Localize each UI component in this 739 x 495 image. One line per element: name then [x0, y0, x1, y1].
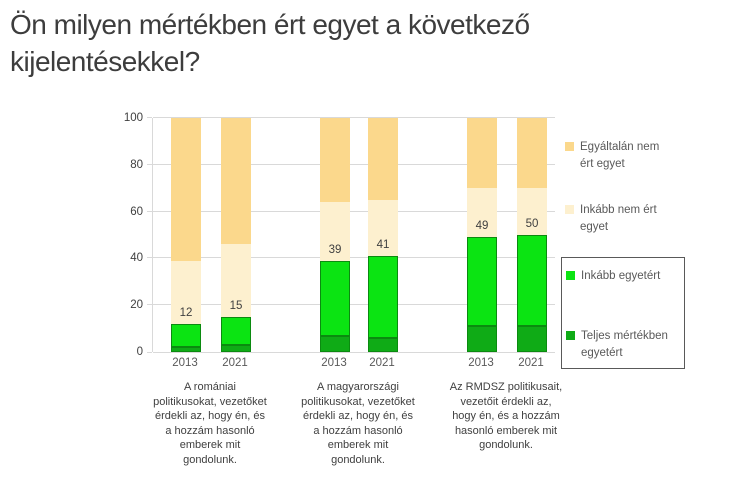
y-axis-tick [147, 163, 152, 165]
x-axis-year-label: 2013 [321, 357, 347, 369]
bar-segment [171, 323, 201, 348]
gridline-40 [153, 257, 555, 259]
legend-swatch-teljes-mertekben-icon [566, 331, 575, 340]
category-label-hungary: A magyarországi politikusokat, vezetőket… [301, 381, 415, 466]
y-axis-tick [147, 304, 152, 306]
x-axis-year-label: 2021 [222, 357, 248, 369]
bar-segment [221, 118, 251, 245]
bar-data-label: 41 [376, 239, 390, 252]
bar-data-label: 50 [525, 218, 539, 230]
x-axis-year-label: 2013 [468, 357, 494, 369]
bar-segment [467, 118, 497, 189]
legend-swatch-inkabb-egyetert-icon [566, 271, 575, 280]
legend-label: Egyáltalán nem ért egyet [580, 141, 660, 170]
bar-segment [517, 188, 547, 235]
bar-segment [368, 256, 398, 338]
bar-segment [221, 244, 251, 317]
gridline-60 [153, 210, 555, 212]
bar-segment [221, 344, 251, 352]
legend-label: Inkább egyetért [581, 270, 661, 282]
bar-segment [517, 326, 547, 352]
bar-segment [320, 202, 350, 261]
y-axis-label-60: 60 [130, 205, 143, 218]
legend-highlight-box: Inkább egyetért Teljes mértékben egyetér… [561, 257, 685, 369]
page-title: Ön milyen mértékben ért egyet a következ… [10, 9, 530, 77]
legend-item-teljes-mertekben: Teljes mértékben egyetért [566, 328, 679, 361]
gridline-20 [153, 304, 555, 306]
y-axis-label-20: 20 [130, 299, 143, 312]
gridline-100 [153, 117, 555, 118]
bar-segment [467, 188, 497, 238]
bar-segment [171, 118, 201, 261]
y-axis-tick [147, 117, 152, 118]
bar-data-label: 49 [475, 220, 489, 233]
bar-data-label: 39 [328, 243, 342, 256]
bar-segment [368, 118, 398, 200]
y-axis-label-80: 80 [130, 158, 143, 171]
bar-segment [467, 237, 497, 327]
bar-segment [320, 335, 350, 352]
x-axis-year-label: 2021 [369, 357, 395, 369]
category-label-rmdsz: Az RMDSZ politikusait, vezetőit érdekli … [449, 381, 563, 451]
legend-swatch-inkabb-nem-icon [565, 205, 574, 214]
bar-segment [171, 260, 201, 324]
legend-item-egyaltalan-nem: Egyáltalán nem ért egyet [565, 139, 678, 172]
gridline-0 [153, 352, 555, 353]
y-axis-tick [147, 210, 152, 212]
bar-segment [368, 337, 398, 352]
plot-area: 12 15 39 41 49 50 [152, 117, 555, 353]
y-axis-tick [147, 352, 152, 353]
legend-label: Inkább nem ért egyet [580, 204, 657, 233]
bar-segment [320, 260, 350, 336]
bar-segment [320, 118, 350, 203]
y-axis-label-0: 0 [136, 346, 143, 358]
bar-segment [221, 316, 251, 345]
y-axis-label-40: 40 [130, 252, 143, 265]
gridline-80 [153, 163, 555, 165]
legend-swatch-egyaltalan-nem-icon [565, 142, 574, 151]
bar-data-label: 15 [229, 299, 243, 312]
x-axis-year-label: 2013 [172, 357, 198, 369]
bar-segment [517, 235, 547, 327]
x-axis-year-label: 2021 [518, 357, 544, 369]
legend-item-inkabb-egyetert: Inkább egyetért [566, 268, 679, 285]
bar-segment [467, 326, 497, 352]
bar-segment [517, 118, 547, 189]
y-axis-tick [147, 257, 152, 259]
bar-data-label: 12 [179, 306, 193, 319]
category-label-romania: A romániai politikusokat, vezetőket érde… [153, 381, 267, 466]
bar-segment [171, 347, 201, 352]
y-axis-label-100: 100 [123, 112, 143, 124]
bar-segment [368, 199, 398, 257]
legend-item-inkabb-nem: Inkább nem ért egyet [565, 202, 678, 235]
legend-label: Teljes mértékben egyetért [581, 330, 668, 359]
